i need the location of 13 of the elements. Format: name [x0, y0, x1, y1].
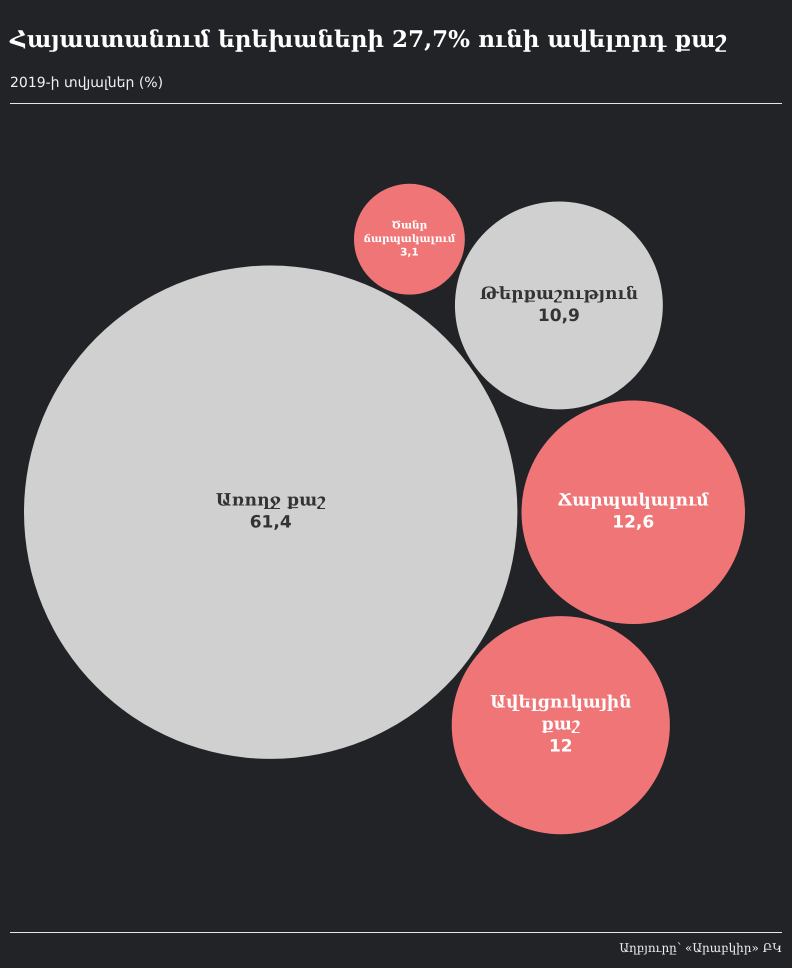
- category-label: Ծանր ճարպակալում: [364, 219, 456, 245]
- data-label: 3,1: [400, 246, 419, 259]
- data-label: 10,9: [538, 306, 580, 326]
- data-label: 12,6: [612, 512, 654, 533]
- category-label: Առողջ քաշ: [216, 490, 326, 511]
- category-label: Ավելցուկային քաշ: [490, 692, 632, 735]
- data-label: 61,4: [250, 512, 292, 533]
- category-label: Ճարպակալում: [558, 490, 710, 511]
- data-label: 12: [548, 736, 573, 757]
- category-label: Թերքաշություն: [480, 284, 638, 304]
- text: 2019-ի տվյալներ (%): [10, 75, 164, 91]
- text: Հայաստանում երեխաների 27,7% ունի ավելորդ քաշ: [10, 26, 727, 53]
- text: Աղբյուրը՝ «Արաբկիր» ԲԿ: [618, 941, 782, 955]
